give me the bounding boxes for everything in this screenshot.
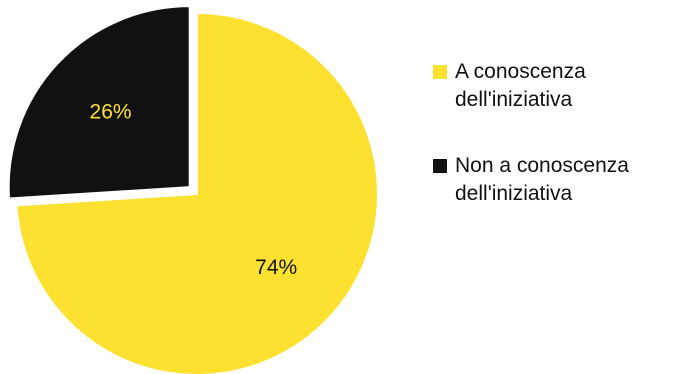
legend: A conoscenza dell'iniziativa Non a conos… [433, 58, 679, 246]
pie-slice-aware [15, 11, 379, 374]
data-label-aware: 74% [255, 256, 297, 279]
data-label-not-aware: 26% [90, 100, 132, 123]
pie-slice-not-aware [7, 5, 191, 200]
legend-item-not-aware: Non a conoscenza dell'iniziativa [433, 152, 679, 208]
legend-swatch-not-aware [433, 159, 447, 173]
legend-label-aware: A conoscenza dell'iniziativa [455, 60, 586, 111]
legend-item-aware: A conoscenza dell'iniziativa [433, 58, 679, 114]
legend-swatch-aware [433, 65, 447, 79]
legend-label-not-aware: Non a conoscenza dell'iniziativa [455, 154, 629, 205]
